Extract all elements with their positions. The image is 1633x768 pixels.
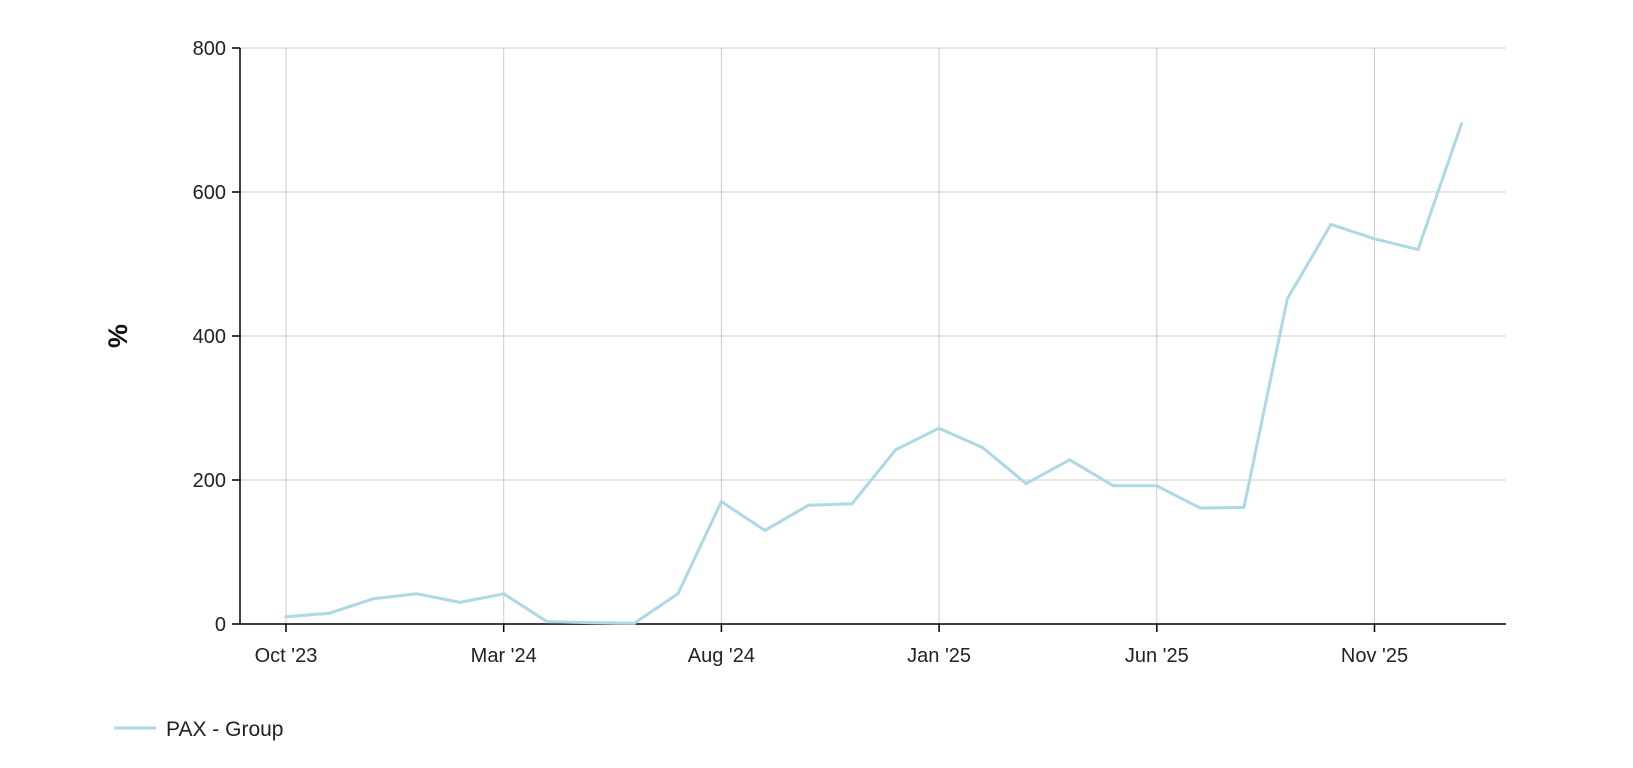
data-point — [284, 615, 288, 619]
data-point — [328, 611, 331, 615]
data-point — [894, 448, 898, 452]
data-point — [415, 592, 419, 596]
data-point — [371, 597, 375, 601]
data-point — [807, 503, 810, 507]
y-tick-label: 600 — [193, 182, 226, 204]
data-point — [1024, 482, 1028, 486]
series-layer — [284, 122, 1464, 625]
legend-label-pax-group: PAX - Group — [166, 718, 284, 741]
series-line-pax-group — [285, 123, 1464, 625]
data-point — [1285, 297, 1289, 301]
y-axis-title: % — [103, 324, 133, 348]
x-axis-ticks: Oct '23 Mar '24 Aug '24 Jan '25 Jun '25 Nov '… — [255, 624, 1408, 667]
legend: PAX - Group — [114, 718, 284, 741]
data-point — [1329, 222, 1333, 226]
data-point — [632, 621, 636, 625]
x-tick-label: Nov '25 — [1341, 645, 1408, 667]
data-point — [763, 528, 767, 532]
x-tick-label: Mar '24 — [471, 645, 537, 667]
data-point — [1198, 506, 1202, 510]
y-tick-label: 0 — [215, 614, 226, 636]
x-tick-label: Aug '24 — [688, 645, 755, 667]
data-point — [1373, 237, 1376, 241]
data-point — [719, 500, 723, 504]
y-tick-label: 400 — [193, 326, 226, 348]
data-point — [981, 446, 985, 450]
data-point — [545, 620, 549, 624]
data-point — [1155, 484, 1159, 488]
x-tick-label: Oct '23 — [255, 645, 318, 667]
data-point — [1242, 505, 1246, 509]
y-axis-ticks: 0 200 400 600 800 — [193, 38, 240, 636]
data-point — [937, 426, 941, 430]
data-point — [676, 592, 680, 596]
data-point — [589, 621, 593, 625]
grid — [240, 47, 1506, 624]
data-point — [1068, 458, 1072, 462]
data-point — [1460, 122, 1464, 126]
data-point — [1416, 248, 1420, 252]
data-point — [458, 600, 462, 604]
data-point — [850, 502, 854, 506]
x-tick-label: Jun '25 — [1125, 645, 1189, 667]
data-point — [1111, 484, 1115, 488]
y-tick-label: 200 — [193, 470, 226, 492]
x-tick-label: Jan '25 — [907, 645, 971, 667]
data-point — [502, 592, 506, 596]
y-tick-label: 800 — [193, 38, 226, 60]
